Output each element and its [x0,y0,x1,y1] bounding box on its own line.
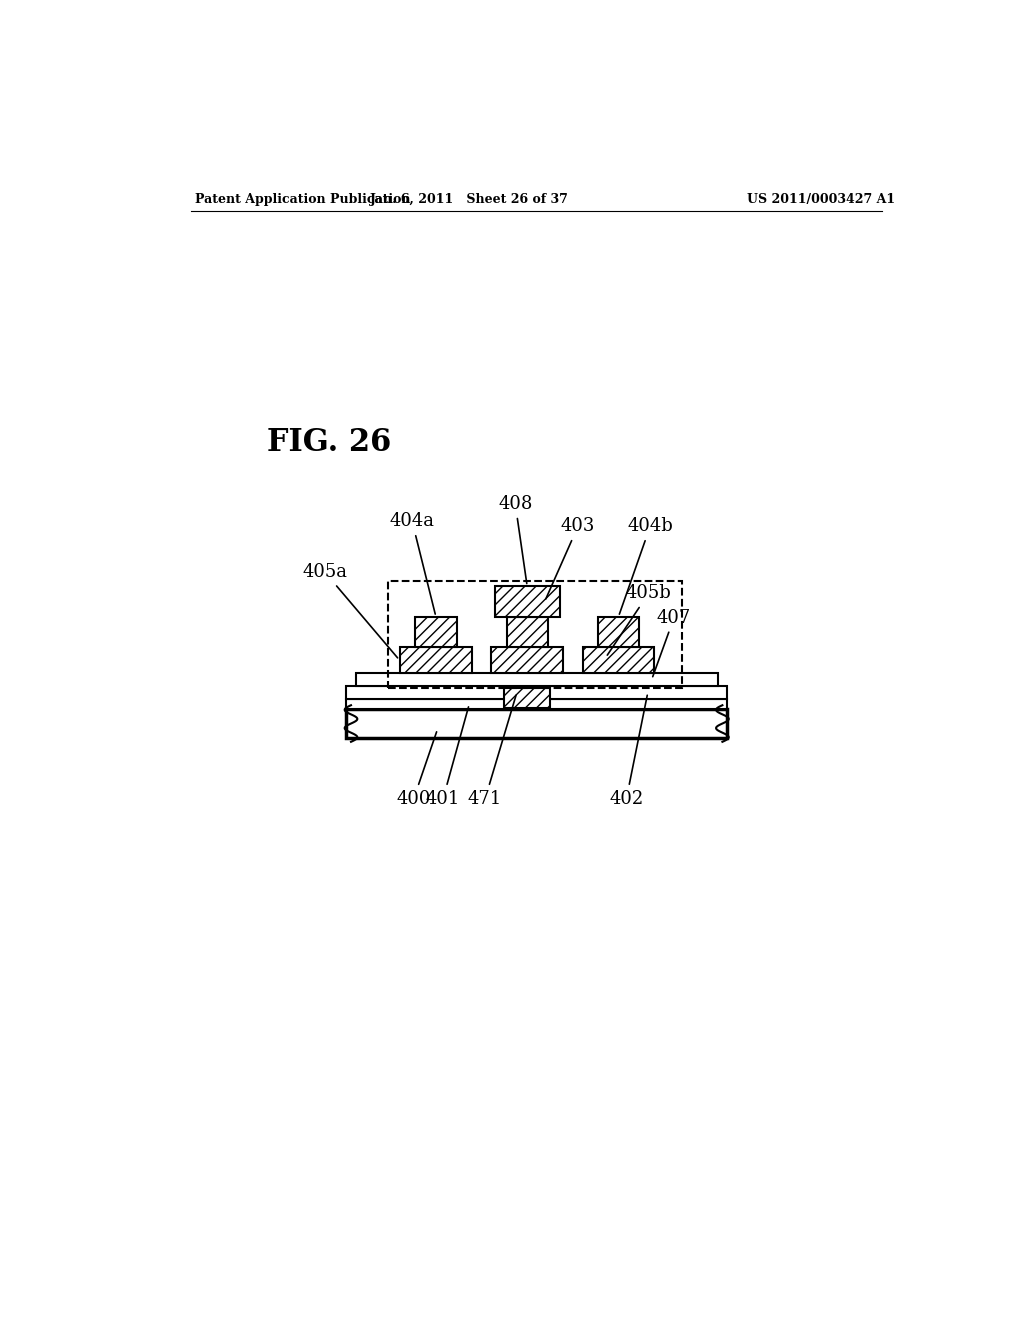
Bar [598,616,639,647]
Bar [416,616,457,647]
Text: 402: 402 [609,696,647,808]
Text: 405a: 405a [302,564,397,657]
Text: 404b: 404b [620,517,673,614]
Text: US 2011/0003427 A1: US 2011/0003427 A1 [748,193,895,206]
Text: 400: 400 [396,731,436,808]
Text: 403: 403 [546,517,595,599]
Bar [492,647,563,673]
Bar [346,709,727,738]
Bar [504,688,550,709]
Bar [400,647,472,673]
Bar [346,700,727,709]
Text: Patent Application Publication: Patent Application Publication [196,193,411,206]
Bar [495,586,560,616]
Bar [355,673,718,686]
Text: 407: 407 [652,609,691,677]
Text: 408: 408 [498,495,532,583]
Bar [507,616,548,647]
Bar [388,581,682,688]
Text: 471: 471 [468,696,516,808]
Bar [346,686,727,700]
Text: FIG. 26: FIG. 26 [267,428,391,458]
Text: 404a: 404a [389,512,435,614]
Text: Jan. 6, 2011   Sheet 26 of 37: Jan. 6, 2011 Sheet 26 of 37 [370,193,568,206]
Text: 401: 401 [426,708,469,808]
Bar [583,647,654,673]
Text: 405b: 405b [607,585,672,655]
